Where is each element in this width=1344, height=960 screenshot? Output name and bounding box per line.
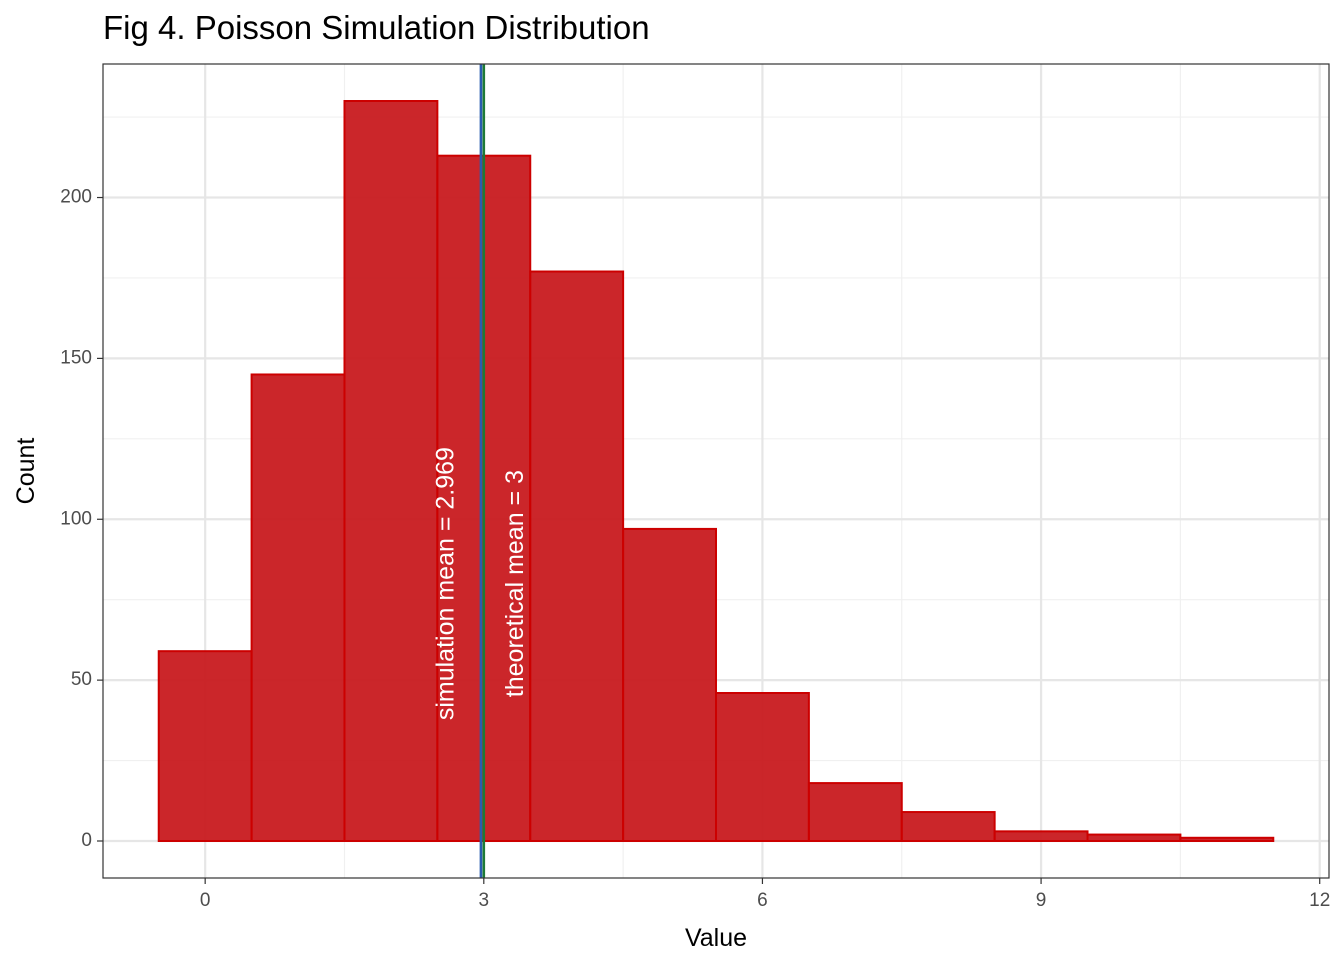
histogram-bar xyxy=(250,373,346,842)
histogram-bar xyxy=(1086,833,1182,843)
x-tick-label: 0 xyxy=(200,890,211,911)
histogram-bar xyxy=(529,270,625,842)
annotation-layer: simulation mean = 2.969 theoretical mean … xyxy=(431,447,529,720)
y-tick-label: 150 xyxy=(60,347,92,368)
y-tick-label: 50 xyxy=(71,669,92,690)
mean-lines-layer xyxy=(479,64,486,878)
x-tick-label: 9 xyxy=(1036,890,1047,911)
histogram-bar xyxy=(622,527,717,842)
chart-title: Fig 4. Poisson Simulation Distribution xyxy=(103,9,650,46)
histogram-bar xyxy=(900,811,996,842)
x-axis-title: Value xyxy=(685,924,747,952)
histogram-bar xyxy=(1179,836,1275,842)
histogram-bar xyxy=(157,650,253,842)
bars-layer xyxy=(157,100,1275,843)
y-tick-label: 100 xyxy=(60,508,92,529)
ticks-layer: 0 3 6 9 12 0 50 100 150 200 xyxy=(60,187,1330,911)
y-axis-title: Count xyxy=(12,438,40,505)
theoretical-mean-label: theoretical mean = 3 xyxy=(501,470,529,697)
x-tick-label: 6 xyxy=(757,890,768,911)
y-tick-label: 0 xyxy=(81,830,92,851)
x-tick-label: 3 xyxy=(479,890,490,911)
histogram-bar xyxy=(343,100,439,842)
x-tick-label: 12 xyxy=(1309,890,1330,911)
histogram-bar xyxy=(807,782,903,843)
simulation-mean-label: simulation mean = 2.969 xyxy=(431,447,459,720)
histogram-bar xyxy=(993,830,1089,843)
plot-panel-border xyxy=(102,63,1330,879)
y-tick-label: 200 xyxy=(60,187,92,208)
histogram-bar xyxy=(715,692,810,842)
